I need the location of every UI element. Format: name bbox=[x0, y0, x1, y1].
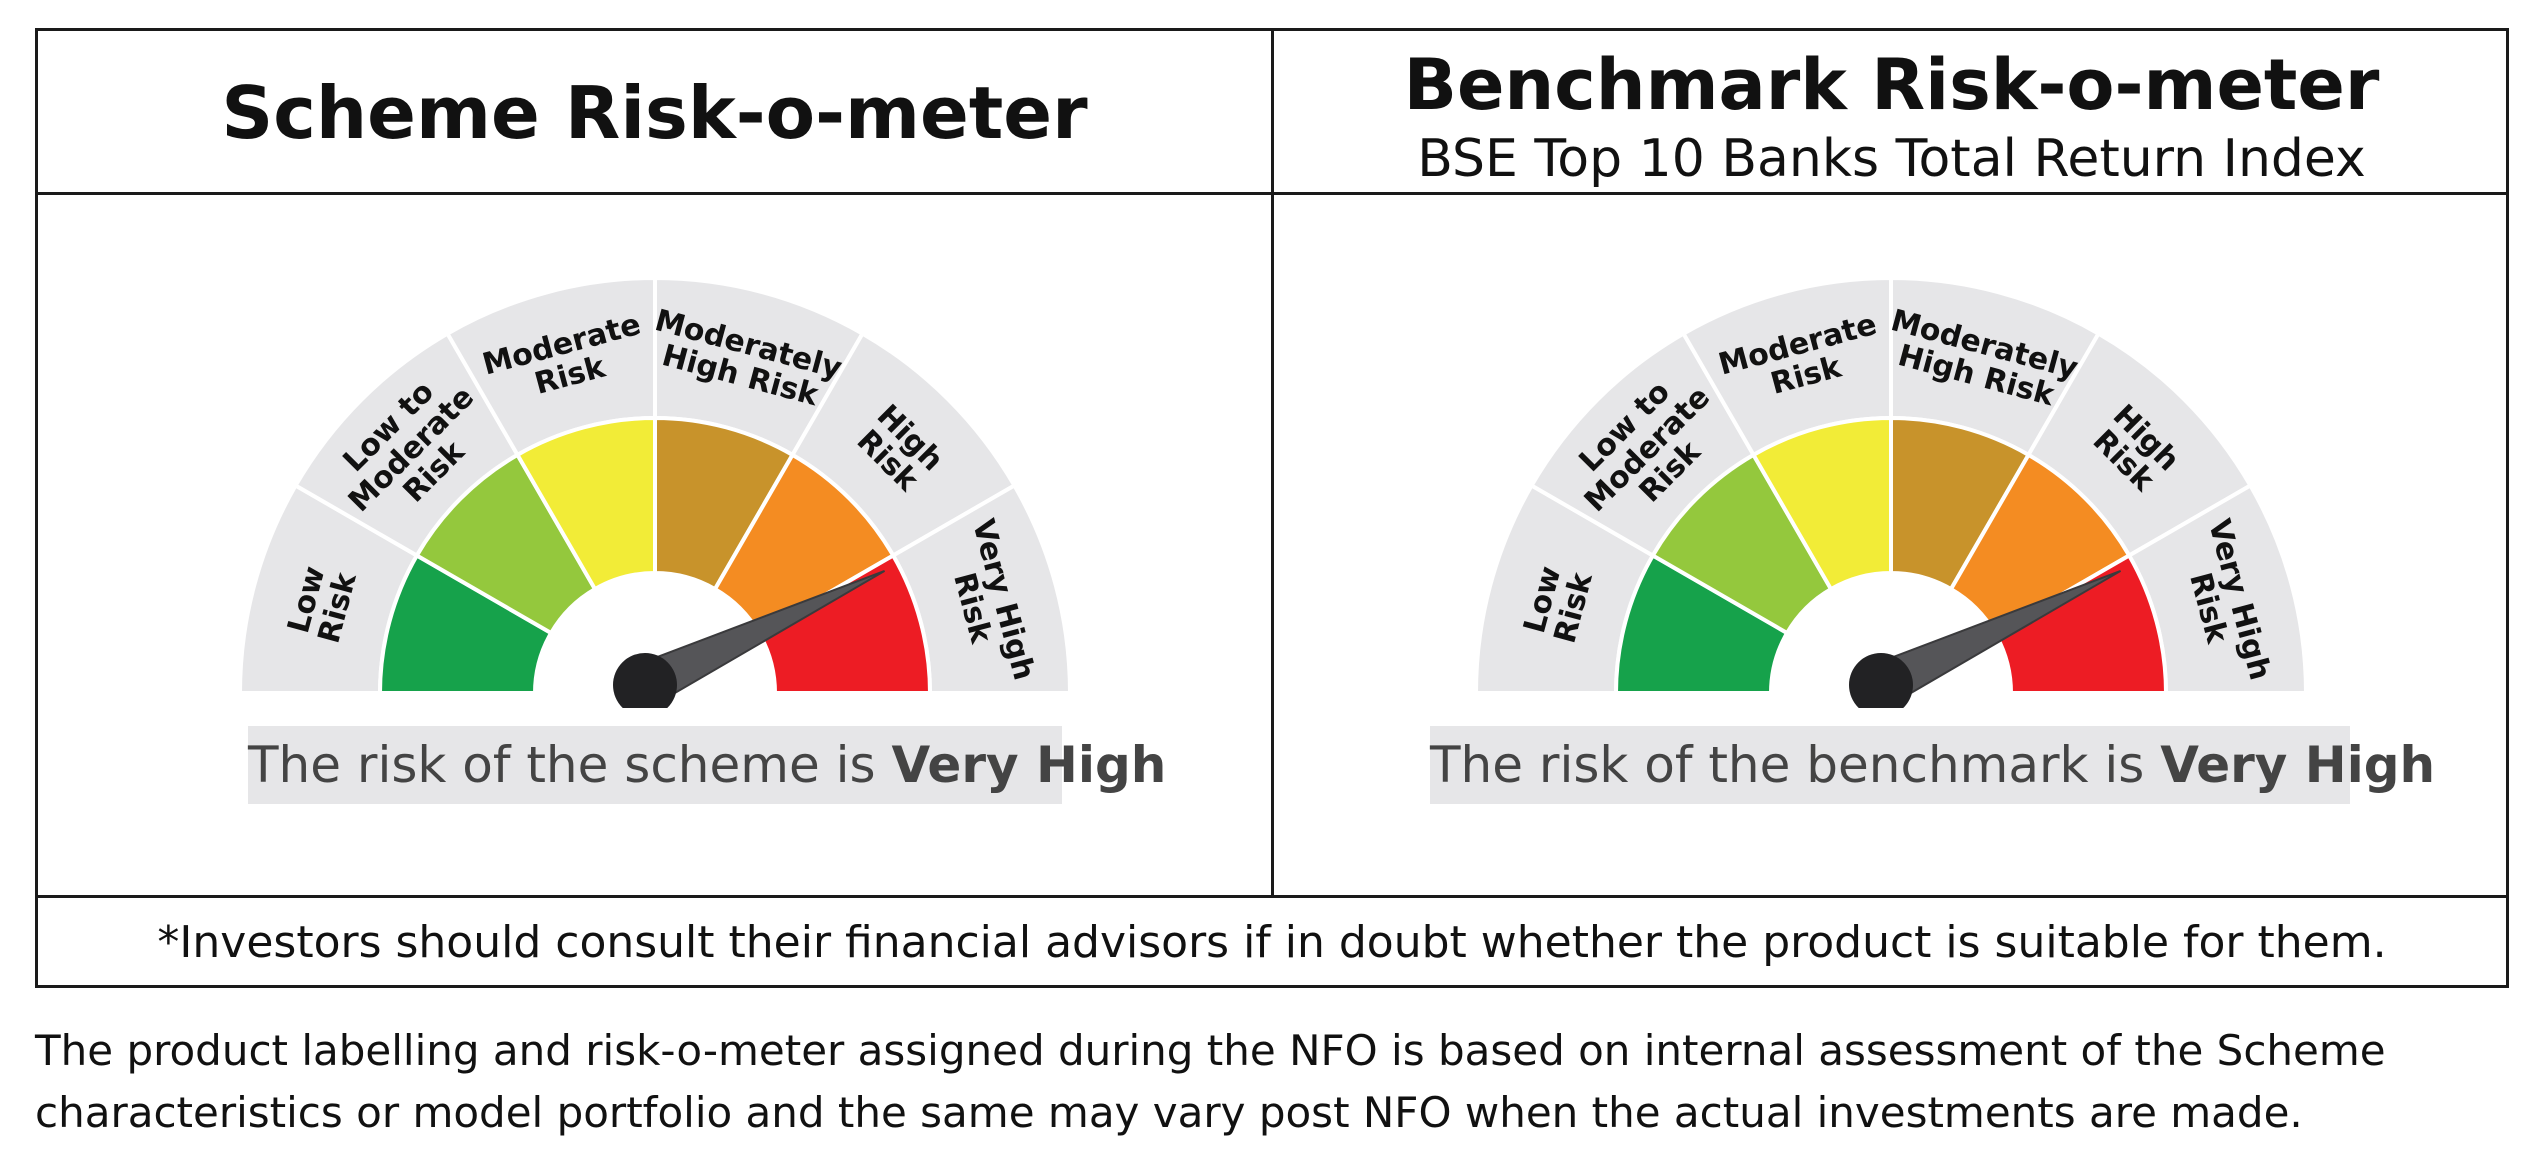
benchmark-risk-caption: The risk of the benchmark is Very High bbox=[1430, 726, 2435, 804]
benchmark-needle-hub bbox=[1849, 653, 1913, 708]
benchmark-segment-5 bbox=[1992, 552, 2169, 695]
column-divider bbox=[1271, 31, 1274, 898]
disclaimer-divider bbox=[38, 895, 2506, 898]
scheme-riskometer-gauge: LowRisk Low toModerateRisk ModerateRisk Mod… bbox=[240, 278, 1070, 708]
investor-disclaimer: *Investors should consult their financia… bbox=[157, 917, 2387, 968]
scheme-segment-5 bbox=[756, 552, 933, 695]
nfo-footnote: The product labelling and risk-o-meter a… bbox=[35, 1020, 2495, 1144]
risk-o-meter-table: Scheme Risk-o-meter Benchmark Risk-o-met… bbox=[35, 28, 2509, 988]
footnote-line-1: The product labelling and risk-o-meter a… bbox=[35, 1026, 2386, 1075]
scheme-label-0: LowRisk bbox=[281, 560, 364, 647]
scheme-caption-prefix: The risk of the scheme is bbox=[248, 736, 892, 794]
footnote-line-2: characteristics or model portfolio and t… bbox=[35, 1088, 2303, 1137]
header-divider bbox=[38, 192, 2506, 195]
scheme-risk-caption: The risk of the scheme is Very High bbox=[248, 726, 1166, 804]
benchmark-riskometer-title: Benchmark Risk-o-meter bbox=[1403, 44, 2380, 126]
benchmark-riskometer-gauge: LowRisk Low toModerateRisk ModerateRisk Mod… bbox=[1476, 278, 2306, 708]
scheme-needle-hub bbox=[613, 653, 677, 708]
scheme-riskometer-title: Scheme Risk-o-meter bbox=[221, 71, 1088, 155]
scheme-risk-level: Very High bbox=[891, 736, 1167, 794]
benchmark-index-name: BSE Top 10 Banks Total Return Index bbox=[1417, 129, 2366, 189]
benchmark-caption-prefix: The risk of the benchmark is bbox=[1430, 736, 2161, 794]
benchmark-risk-level: Very High bbox=[2160, 736, 2436, 794]
benchmark-label-3: ModeratelyHigh Risk bbox=[1879, 303, 2082, 417]
